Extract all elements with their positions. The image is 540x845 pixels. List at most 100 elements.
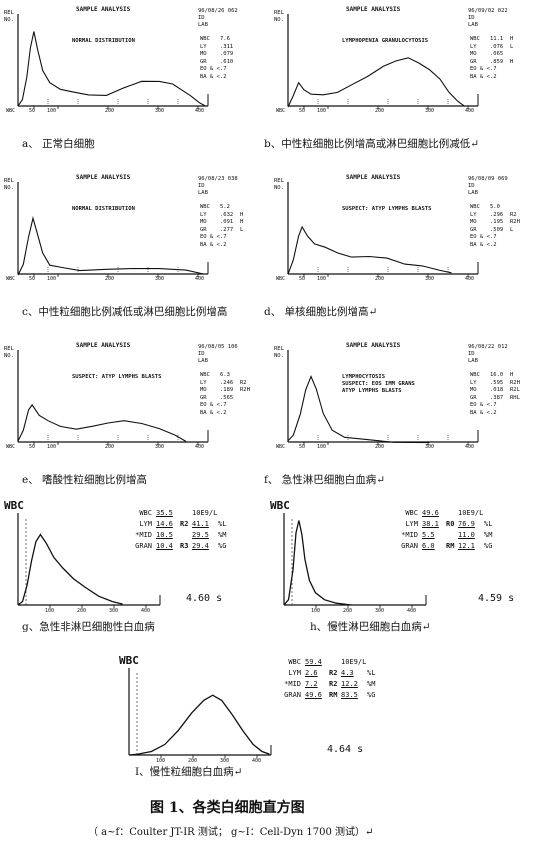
x-tick-label: 100	[47, 108, 57, 114]
param-value: 16.0	[490, 372, 504, 378]
panel-caption: h、慢性淋巴细胞白血病↵	[310, 621, 431, 633]
param-name: GR	[200, 394, 207, 401]
panel-caption: c、中性粒细胞比例减低或淋巴细胞比例增高	[22, 306, 228, 318]
param-value: .091	[220, 219, 234, 225]
panel-caption: f、 急性淋巴细胞白血病↵	[264, 474, 386, 486]
param-value: .595	[490, 379, 504, 386]
param-value: .632	[220, 211, 234, 218]
x-tick-label: 400	[252, 758, 262, 764]
param-name: GR	[200, 58, 207, 65]
id-label: ID	[198, 183, 205, 189]
no-label: NO.	[274, 185, 284, 191]
param-name: BA & <	[200, 73, 220, 80]
param-flag: R2	[510, 211, 517, 218]
stat-name: WBC	[139, 509, 152, 517]
run-time: 4.59 s	[478, 593, 515, 604]
param-name: LY	[200, 43, 207, 50]
rel-label: REL	[274, 178, 284, 184]
x-tick-label: 400	[195, 276, 205, 282]
lab-label: LAB	[468, 22, 478, 28]
panel-b: REL NO. SAMPLE ANALYSIS 96/09/02 022 ID LAB LY…	[264, 4, 536, 150]
stat-flag: R2	[329, 669, 338, 677]
param-value: .277	[220, 226, 234, 233]
panel-h: WBC 100 200 300 400 WBC 49.6 10E9/L LYM 38.1 R0 76.…	[270, 497, 536, 637]
panel-date: 96/08/26 062	[198, 8, 238, 14]
run-time: 4.60 s	[186, 593, 223, 604]
histogram-svg	[283, 513, 427, 608]
run-time: 4.64 s	[327, 744, 364, 755]
param-value: .296	[490, 211, 504, 218]
lab-label: LAB	[468, 190, 478, 196]
param-value: .7	[490, 402, 497, 408]
stat-value2: 10E9/L	[458, 509, 484, 517]
panel-date: 96/08/23 038	[198, 176, 238, 182]
param-name: LY	[200, 379, 207, 386]
panel-caption: d、 单核细胞比例增高↵	[264, 306, 378, 318]
param-value: 6.3	[220, 372, 230, 378]
param-value: 5.2	[220, 204, 230, 210]
flag-message: NORMAL DISTRIBUTION	[72, 206, 135, 212]
stat-value: 10.4	[156, 542, 173, 550]
stat-value: 49.6	[305, 691, 322, 699]
param-name: WBC	[200, 36, 210, 42]
rel-label: REL	[4, 178, 14, 184]
x-tick-label: 200	[343, 608, 353, 614]
param-flag: R2	[240, 379, 247, 386]
stat-name: WBC	[288, 658, 301, 666]
id-label: ID	[198, 351, 205, 357]
stat-value2: 76.9	[458, 520, 475, 528]
param-name: WBC	[200, 204, 210, 210]
stat-unit: %M	[484, 531, 493, 539]
x-tick-label: 200	[375, 108, 385, 114]
id-label: ID	[468, 183, 475, 189]
figure-title: 图 1、各类白细胞直方图	[150, 800, 305, 816]
param-name: GR	[470, 58, 477, 65]
x-tick-label: 200	[77, 608, 87, 614]
histogram-curve	[283, 520, 352, 606]
panel-a: REL NO. SAMPLE ANALYSIS 96/08/26 062 ID LAB NO…	[4, 4, 266, 150]
lab-label: LAB	[468, 358, 478, 364]
rel-label: REL	[4, 346, 14, 352]
x-tick-label: 300	[109, 608, 119, 614]
param-flag: L	[510, 226, 514, 233]
no-label: NO.	[274, 353, 284, 359]
panel-title: SAMPLE ANALYSIS	[346, 174, 401, 181]
stat-unit: %L	[484, 520, 493, 528]
histogram-svg	[128, 668, 272, 758]
param-value: .2	[490, 409, 497, 416]
param-value: .509	[490, 226, 504, 233]
param-value: .195	[490, 219, 504, 225]
x-tick-label: 400	[141, 608, 151, 614]
param-flag: R2H	[510, 219, 520, 225]
param-name: EO & <	[200, 234, 220, 240]
param-flag: H	[240, 211, 244, 218]
stat-unit: %M	[218, 531, 227, 539]
stat-value2: 11.0	[458, 531, 475, 539]
param-name: WBC	[470, 204, 480, 210]
histogram-svg	[287, 14, 479, 109]
param-flag: L	[510, 43, 514, 50]
x-tick-label: 50	[299, 444, 306, 450]
param-value: .610	[220, 58, 234, 65]
x-tick-label: WBC	[6, 276, 16, 282]
param-value: 7.6	[220, 36, 230, 42]
param-name: MO	[200, 51, 207, 57]
stat-flag: R3	[180, 542, 189, 550]
histogram-svg	[17, 350, 209, 445]
x-tick-label: 200	[375, 276, 385, 282]
histogram-curve	[17, 533, 123, 606]
param-value: .018	[490, 387, 504, 393]
stat-value: 6.0	[422, 542, 435, 550]
x-tick-label: 50	[29, 444, 36, 450]
x-tick-label: 100	[317, 444, 327, 450]
x-tick-label: 50	[29, 108, 36, 114]
x-tick-label: WBC	[276, 276, 286, 282]
param-name: WBC	[470, 372, 480, 378]
param-flag: L	[240, 226, 244, 233]
lab-label: LAB	[198, 22, 208, 28]
param-name: BA & <	[200, 409, 220, 416]
stat-value: 35.5	[156, 509, 173, 517]
x-tick-label: 50	[29, 276, 36, 282]
param-flag: R2L	[510, 387, 520, 393]
param-flag: H	[240, 219, 244, 225]
